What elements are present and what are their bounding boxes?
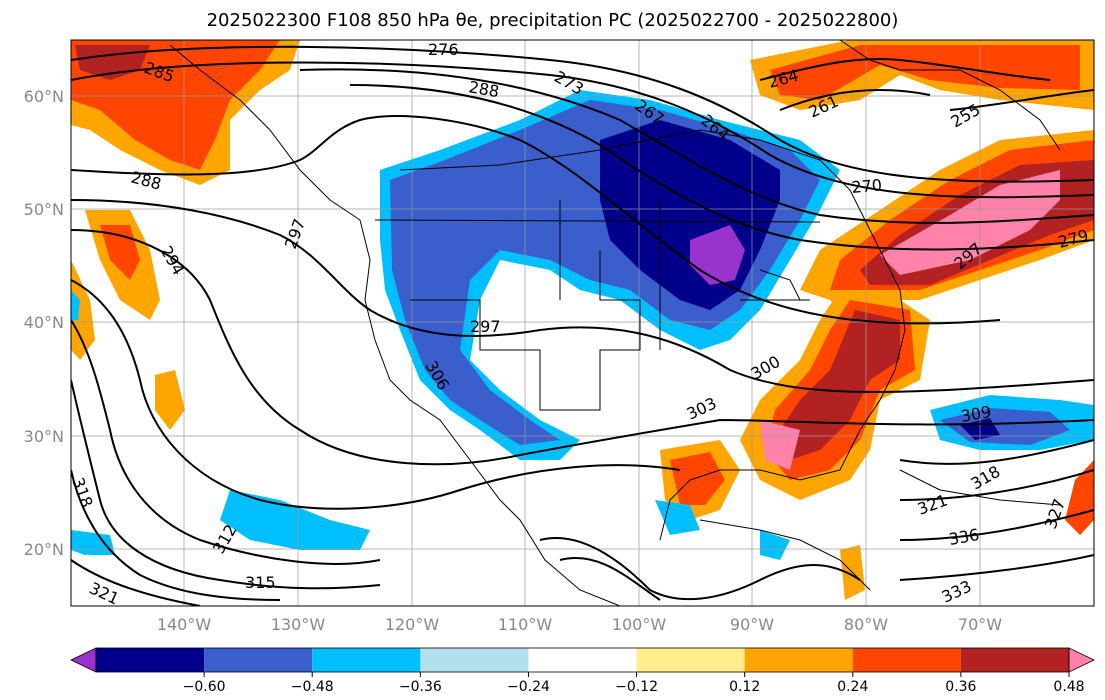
colorbar-frame <box>95 647 1070 673</box>
positive-precip-shading <box>71 40 1094 600</box>
contour-label: 297 <box>470 317 501 336</box>
lon-label: 90°W <box>730 615 774 634</box>
colorbar-segment <box>420 648 529 672</box>
lon-label: 120°W <box>385 615 440 634</box>
colorbar-tick-label: 0.24 <box>837 679 868 695</box>
lon-label: 70°W <box>958 615 1002 634</box>
lat-label: 60°N <box>24 87 64 106</box>
colorbar-segment <box>528 648 637 672</box>
lon-label: 140°W <box>157 615 212 634</box>
colorbar: −0.60 −0.48 −0.36 −0.24 −0.12 0.12 0.24 0.36 0.4… <box>70 647 1095 695</box>
lon-label: 100°W <box>612 615 667 634</box>
colorbar-tick-label: −0.36 <box>399 679 442 695</box>
colorbar-tick-label: −0.60 <box>183 679 226 695</box>
colorbar-tick-label: −0.48 <box>291 679 334 695</box>
lat-label: 30°N <box>24 427 64 446</box>
lon-label: 110°W <box>498 615 553 634</box>
colorbar-segment <box>744 648 853 672</box>
lon-label: 130°W <box>271 615 326 634</box>
colorbar-segment <box>636 648 745 672</box>
lat-label: 50°N <box>24 200 64 219</box>
longitude-labels: 140°W 130°W 120°W 110°W 100°W 90°W 80°W … <box>157 615 1002 634</box>
colorbar-tick-label: −0.12 <box>615 679 658 695</box>
colorbar-segment <box>960 648 1069 672</box>
colorbar-tick-label: −0.24 <box>507 679 550 695</box>
colorbar-segment <box>96 648 205 672</box>
contour-label: 276 <box>428 40 459 59</box>
map-plot-area: 276 285 288 273 267 264 264 261 255 288 … <box>71 40 1094 606</box>
colorbar-segment <box>1068 647 1095 673</box>
lon-label: 80°W <box>844 615 888 634</box>
colorbar-tick-label: 0.36 <box>945 679 976 695</box>
theta-e-contours <box>71 45 1094 606</box>
colorbar-segment <box>312 648 421 672</box>
colorbar-tick-label: 0.12 <box>729 679 760 695</box>
contour-label: 270 <box>851 175 883 197</box>
graticule <box>71 40 1094 606</box>
map-frame <box>70 39 1095 607</box>
colorbar-segment <box>70 647 97 673</box>
colorbar-segment <box>852 648 961 672</box>
latitude-labels: 60°N 50°N 40°N 30°N 20°N <box>24 87 64 559</box>
colorbar-segment <box>204 648 313 672</box>
contour-label: 315 <box>245 573 276 592</box>
map-title: 2025022300 F108 850 hPa θe, precipitatio… <box>206 10 899 31</box>
colorbar-tick-label: 0.48 <box>1053 679 1084 695</box>
lat-label: 20°N <box>24 540 64 559</box>
lat-label: 40°N <box>24 313 64 332</box>
